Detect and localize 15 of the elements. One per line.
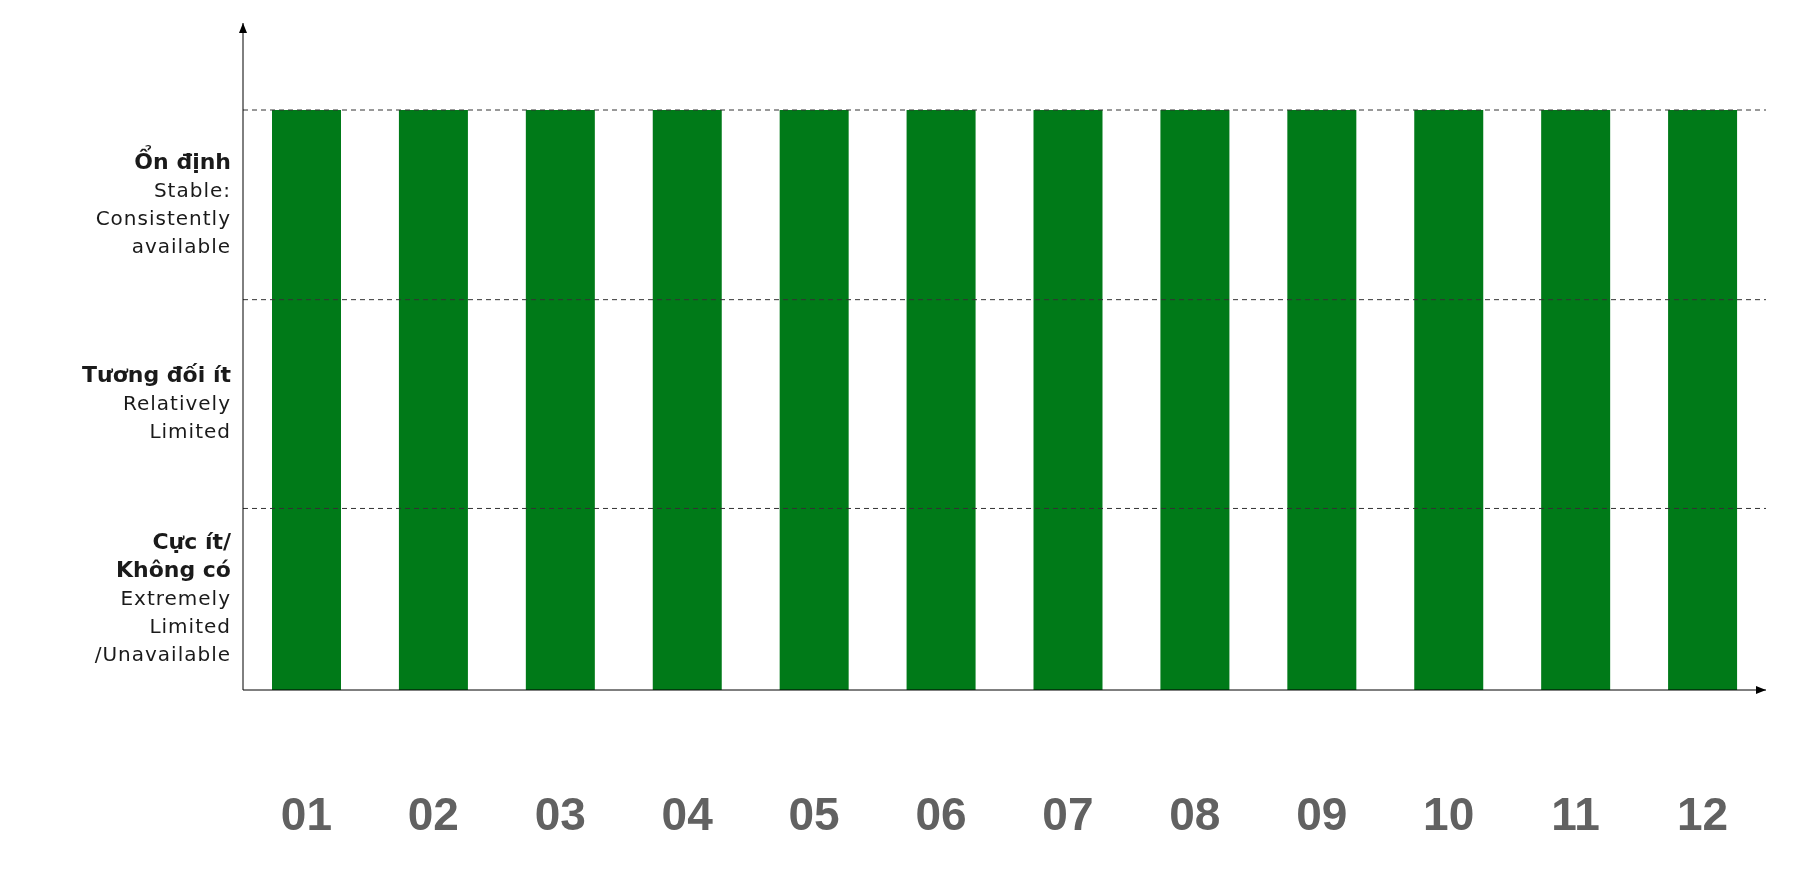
x-tick-label: 03 [534, 788, 586, 841]
x-tick-label: 10 [1423, 788, 1475, 841]
x-tick-label: 02 [407, 788, 459, 841]
x-tick-label: 01 [280, 788, 333, 841]
x-tick-label: 09 [1296, 788, 1348, 841]
text: Cực ít/ Không có Extremely Limited /Unavailable [94, 529, 232, 666]
x-tick-label: 05 [788, 788, 840, 841]
x-tick-label: 07 [1042, 788, 1094, 841]
x-tick-label: 06 [915, 788, 967, 841]
x-tick-label: 08 [1169, 788, 1221, 841]
x-tick-label: 11 [1551, 788, 1600, 841]
x-tick-label: 04 [661, 788, 714, 841]
text: Tương đối ít Relatively Limited [82, 362, 232, 443]
text: Ổn định Stable: Consistently available [95, 144, 231, 258]
x-tick-label: 12 [1676, 788, 1729, 841]
